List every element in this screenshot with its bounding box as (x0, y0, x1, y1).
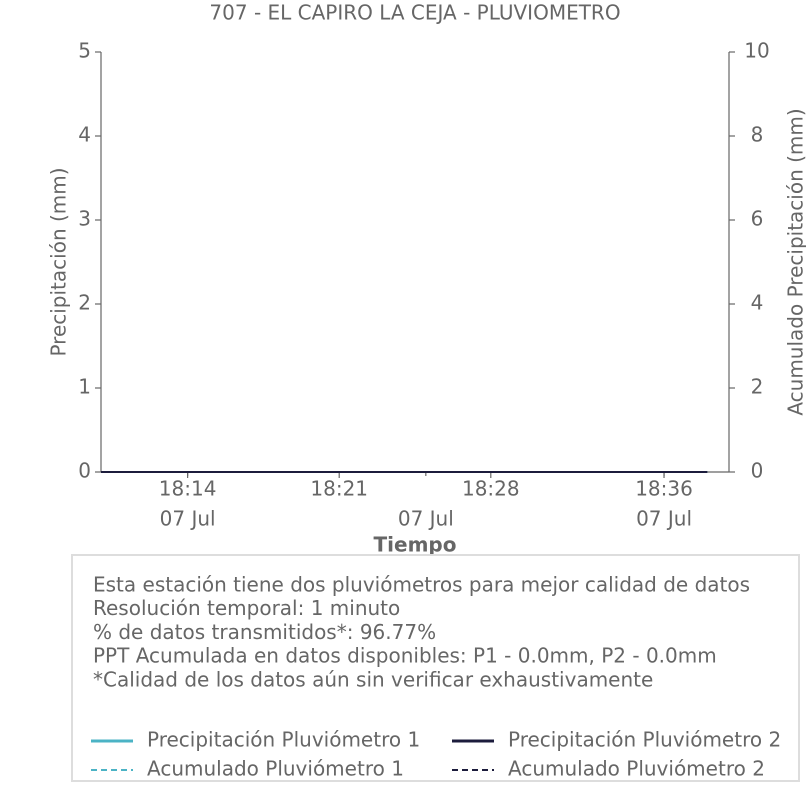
y-tick-label: 1 (78, 375, 91, 399)
note-line: Esta estación tiene dos pluviómetros par… (93, 573, 750, 597)
y2-tick-label: 4 (751, 291, 764, 315)
note-line: *Calidad de los datos aún sin verificar … (93, 667, 653, 691)
y2-tick-label: 2 (751, 375, 764, 399)
legend-box (71, 554, 800, 782)
chart-title: 707 - EL CAPIRO LA CEJA - PLUVIOMETRO (209, 1, 620, 25)
note-line: Resolución temporal: 1 minuto (93, 596, 400, 620)
note-line: PPT Acumulada en datos disponibles: P1 -… (93, 644, 717, 668)
legend-label: Precipitación Pluviómetro 1 (147, 728, 420, 752)
y-tick-label: 5 (78, 39, 91, 63)
y2-tick-label: 10 (744, 39, 769, 63)
y2-tick-label: 8 (751, 123, 764, 147)
y-axis-label: Precipitación (mm) (47, 167, 71, 356)
legend-label: Precipitación Pluviómetro 2 (508, 728, 781, 752)
y2-tick-label: 6 (751, 207, 764, 231)
x-date-label: 07 Jul (160, 507, 216, 531)
y2-axis-label: Acumulado Precipitación (mm) (784, 108, 806, 415)
y-tick-label: 3 (78, 207, 91, 231)
legend-label: Acumulado Pluviómetro 2 (508, 757, 765, 781)
x-tick-label: 18:21 (310, 477, 368, 501)
note-line: % de datos transmitidos*: 96.77% (93, 620, 436, 644)
legend-label: Acumulado Pluviómetro 1 (147, 757, 404, 781)
y-tick-label: 2 (78, 291, 91, 315)
x-date-label: 07 Jul (636, 507, 692, 531)
y-tick-label: 0 (78, 459, 91, 483)
x-date-label: 07 Jul (398, 507, 454, 531)
x-axis-label: Tiempo (374, 533, 457, 557)
x-tick-label: 18:14 (159, 477, 217, 501)
y-tick-label: 4 (78, 123, 91, 147)
x-tick-label: 18:28 (462, 477, 520, 501)
y2-tick-label: 0 (751, 459, 764, 483)
x-tick-label: 18:36 (635, 477, 693, 501)
